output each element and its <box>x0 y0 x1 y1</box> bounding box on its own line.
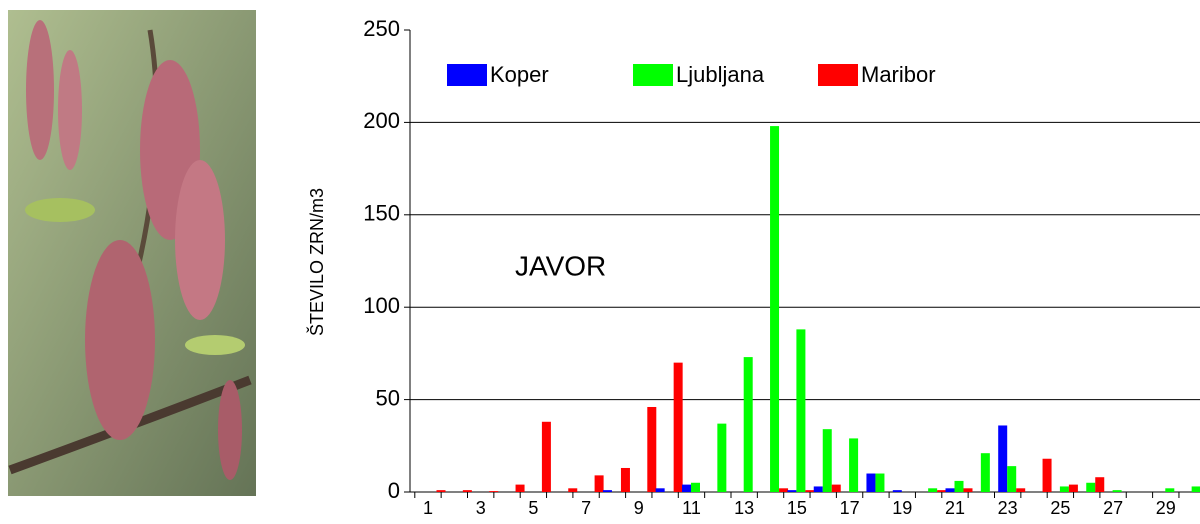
bar <box>963 488 973 492</box>
bar <box>620 467 630 492</box>
legend-label: Maribor <box>861 62 936 87</box>
x-tick-label: 15 <box>787 498 807 518</box>
x-tick-label: 9 <box>634 498 644 518</box>
bar <box>462 490 472 492</box>
bar <box>1165 488 1175 492</box>
bar <box>937 490 947 492</box>
bar <box>1112 490 1122 492</box>
bar <box>770 126 780 492</box>
y-tick-label: 0 <box>388 478 400 503</box>
x-tick-label: 17 <box>840 498 860 518</box>
bar <box>945 488 955 492</box>
bar <box>647 406 657 492</box>
bar <box>787 490 797 492</box>
photo <box>8 10 256 496</box>
bar <box>875 473 885 492</box>
bar <box>568 488 578 492</box>
y-tick-label: 200 <box>363 108 400 133</box>
x-tick-label: 19 <box>892 498 912 518</box>
bar <box>1016 488 1026 492</box>
bar <box>691 482 700 492</box>
bar <box>998 425 1008 492</box>
bar <box>849 438 859 492</box>
bar <box>779 488 789 492</box>
x-tick-label: 21 <box>945 498 965 518</box>
x-tick-label: 11 <box>682 498 701 518</box>
x-tick-label: 1 <box>423 498 433 518</box>
legend-swatch <box>818 64 858 86</box>
bar <box>866 473 876 492</box>
y-axis-label: ŠTEVILO ZRN/m3 <box>306 188 327 336</box>
bar <box>831 484 841 492</box>
legend-swatch <box>633 64 673 86</box>
bar <box>1059 486 1069 492</box>
x-tick-label: 29 <box>1156 498 1176 518</box>
y-tick-label: 250 <box>363 16 400 41</box>
bar <box>489 491 499 492</box>
bar <box>1068 484 1078 492</box>
bar <box>805 490 815 492</box>
bar <box>1042 458 1052 492</box>
bar <box>743 357 753 492</box>
bar <box>1191 486 1200 492</box>
bar <box>796 329 806 492</box>
bar <box>655 488 665 492</box>
y-tick-label: 150 <box>363 201 400 226</box>
bar <box>928 488 938 492</box>
x-tick-label: 7 <box>581 498 591 518</box>
bar <box>602 490 612 492</box>
bar <box>541 421 551 492</box>
bar <box>892 490 902 492</box>
bar <box>813 486 823 492</box>
x-tick-label: 5 <box>528 498 538 518</box>
bar <box>594 475 604 492</box>
bar <box>436 490 446 492</box>
legend-swatch <box>447 64 487 86</box>
bar <box>717 423 727 492</box>
bar <box>673 362 683 492</box>
x-tick-label: 3 <box>476 498 486 518</box>
bar <box>980 453 990 492</box>
bar <box>954 480 964 492</box>
bar <box>682 484 691 492</box>
bar <box>1007 466 1017 492</box>
y-tick-label: 100 <box>363 293 400 318</box>
bar <box>1095 477 1105 492</box>
bar <box>1086 482 1096 492</box>
y-tick-label: 50 <box>376 385 400 410</box>
annotation: JAVOR <box>515 250 606 281</box>
legend-label: Koper <box>490 62 549 87</box>
bar <box>822 429 832 492</box>
legend-label: Ljubljana <box>676 62 765 87</box>
x-tick-label: 25 <box>1050 498 1070 518</box>
x-tick-label: 27 <box>1103 498 1123 518</box>
x-tick-label: 23 <box>998 498 1018 518</box>
x-tick-label: 13 <box>734 498 754 518</box>
bar <box>515 484 525 492</box>
